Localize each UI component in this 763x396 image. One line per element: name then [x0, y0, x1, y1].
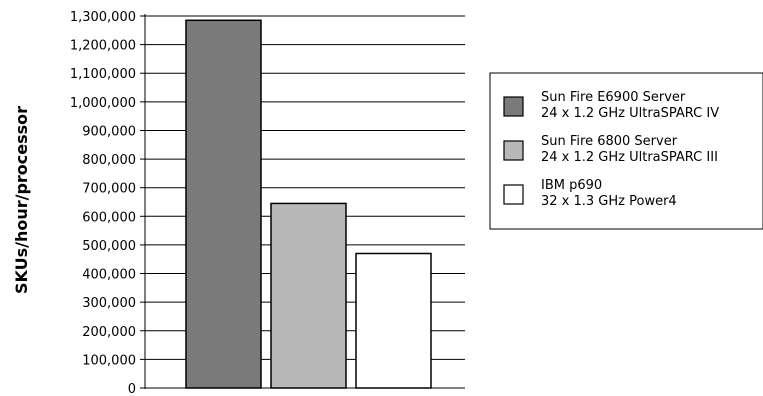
legend-label: IBM p690: [541, 178, 602, 193]
bar: [355, 252, 432, 389]
y-axis-title: SKUs/hour/processor: [12, 106, 31, 294]
bars: [185, 19, 432, 389]
legend-box: [489, 72, 763, 230]
y-tick-label: 1,300,000: [70, 10, 136, 25]
y-tick-label: 200,000: [82, 325, 136, 340]
y-tick-label: 100,000: [82, 353, 136, 368]
y-tick-label: 1,000,000: [70, 96, 136, 111]
y-tick-label: 700,000: [82, 182, 136, 197]
y-tick-label: 400,000: [82, 268, 136, 283]
y-tick-label: 300,000: [82, 296, 136, 311]
legend-label: Sun Fire 6800 Server: [541, 134, 678, 149]
y-tick-label: 800,000: [82, 153, 136, 168]
legend-label: Sun Fire E6900 Server: [541, 90, 686, 105]
legend-sublabel: 32 x 1.3 GHz Power4: [541, 194, 677, 209]
legend-swatch: [503, 184, 524, 205]
legend-swatch: [503, 96, 524, 117]
bar: [185, 19, 262, 389]
y-tick-label: 0: [128, 382, 136, 396]
legend-swatch: [503, 140, 524, 161]
y-tick-label: 1,100,000: [70, 67, 136, 82]
y-axis-ticks: 0 100,000 200,000 300,000 400,000 500,000 600,…: [70, 10, 145, 396]
y-tick-label: 1,200,000: [70, 39, 136, 54]
bar: [270, 202, 347, 389]
legend-sublabel: 24 x 1.2 GHz UltraSPARC III: [541, 150, 718, 165]
y-tick-label: 600,000: [82, 210, 136, 225]
legend-sublabel: 24 x 1.2 GHz UltraSPARC IV: [541, 106, 719, 121]
y-tick-label: 500,000: [82, 239, 136, 254]
y-tick-label: 900,000: [82, 124, 136, 139]
